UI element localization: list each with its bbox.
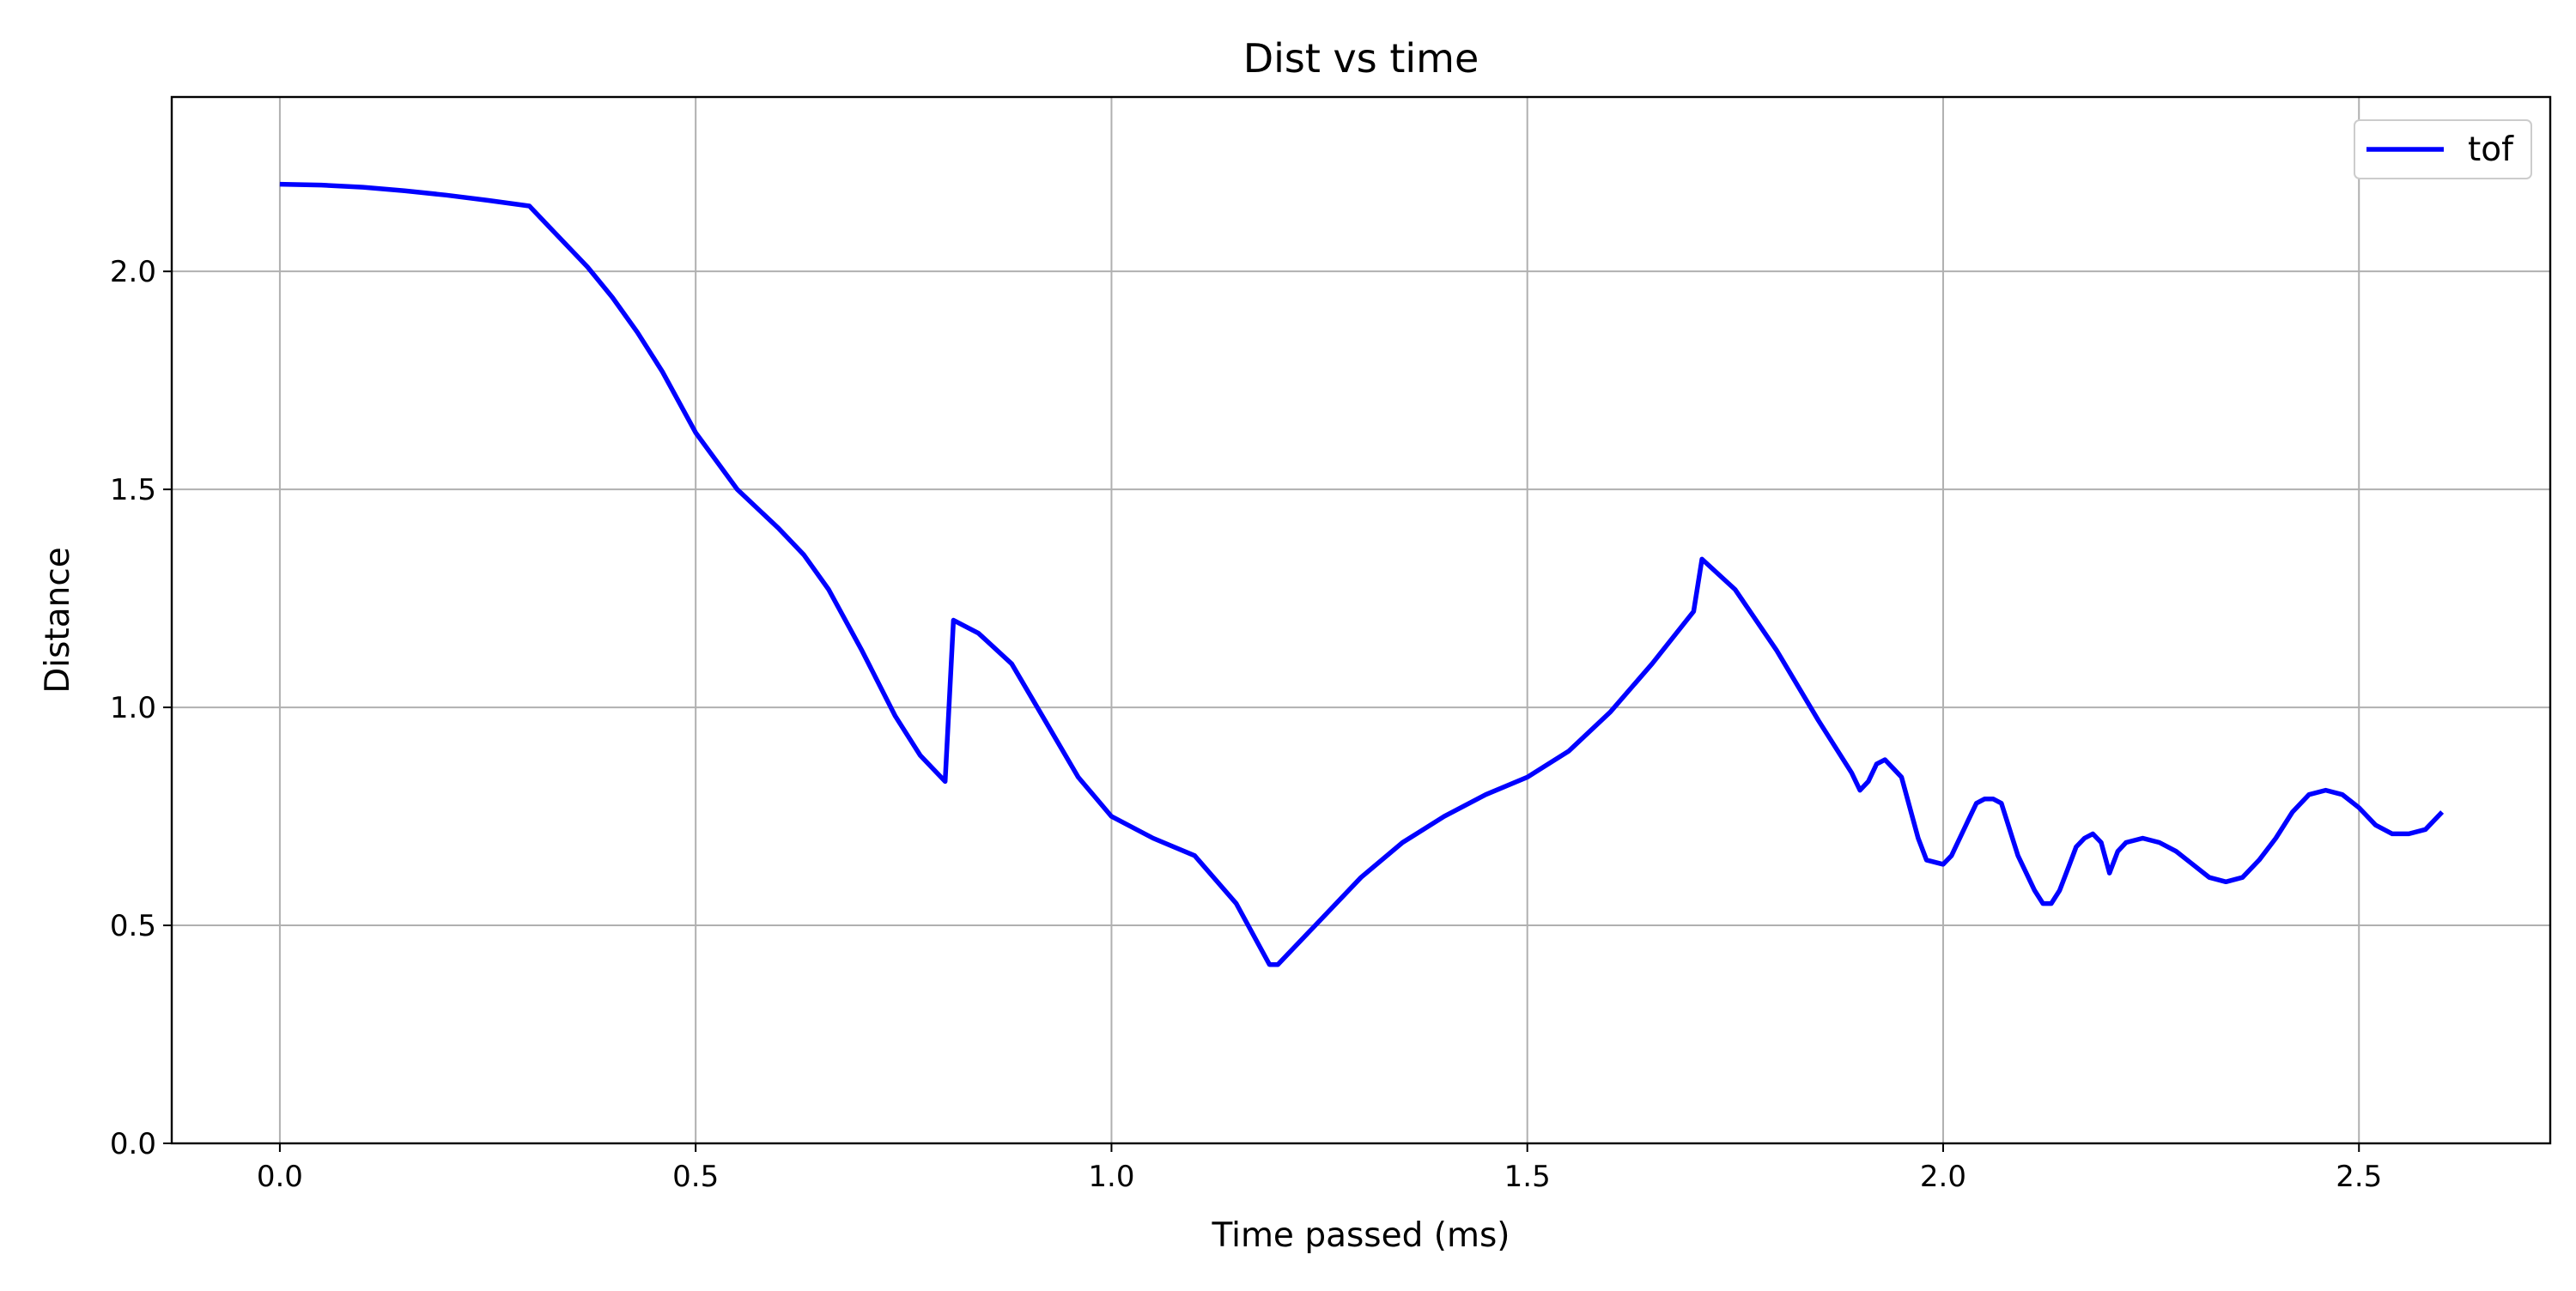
x-axis-label: Time passed (ms) <box>1211 1216 1510 1255</box>
y-tick-label: 0.5 <box>110 909 156 943</box>
legend-label-tof: tof <box>2468 130 2514 169</box>
y-tick-label: 2.0 <box>110 255 156 289</box>
y-tick-label: 0.0 <box>110 1127 156 1161</box>
series-line-tof <box>279 181 2445 967</box>
chart-title: Dist vs time <box>1243 35 1479 82</box>
x-tick-label: 1.5 <box>1504 1160 1551 1194</box>
y-tick-label: 1.0 <box>110 691 156 725</box>
series-layer <box>279 181 2445 967</box>
ticks-layer: 0.0 0.5 1.0 1.5 2.0 2.5 0.0 0.5 1.0 1.5 2.0 <box>110 255 2382 1194</box>
y-axis-label: Distance <box>39 547 77 694</box>
x-tick-label: 0.5 <box>672 1160 719 1194</box>
x-tick-label: 2.0 <box>1920 1160 1966 1194</box>
x-tick-label: 0.0 <box>257 1160 303 1194</box>
x-tick-label: 2.5 <box>2336 1160 2382 1194</box>
legend: tof <box>2354 119 2532 179</box>
y-tick-label: 1.5 <box>110 473 156 507</box>
x-tick-label: 1.0 <box>1088 1160 1134 1194</box>
plot-frame <box>170 95 2552 1145</box>
